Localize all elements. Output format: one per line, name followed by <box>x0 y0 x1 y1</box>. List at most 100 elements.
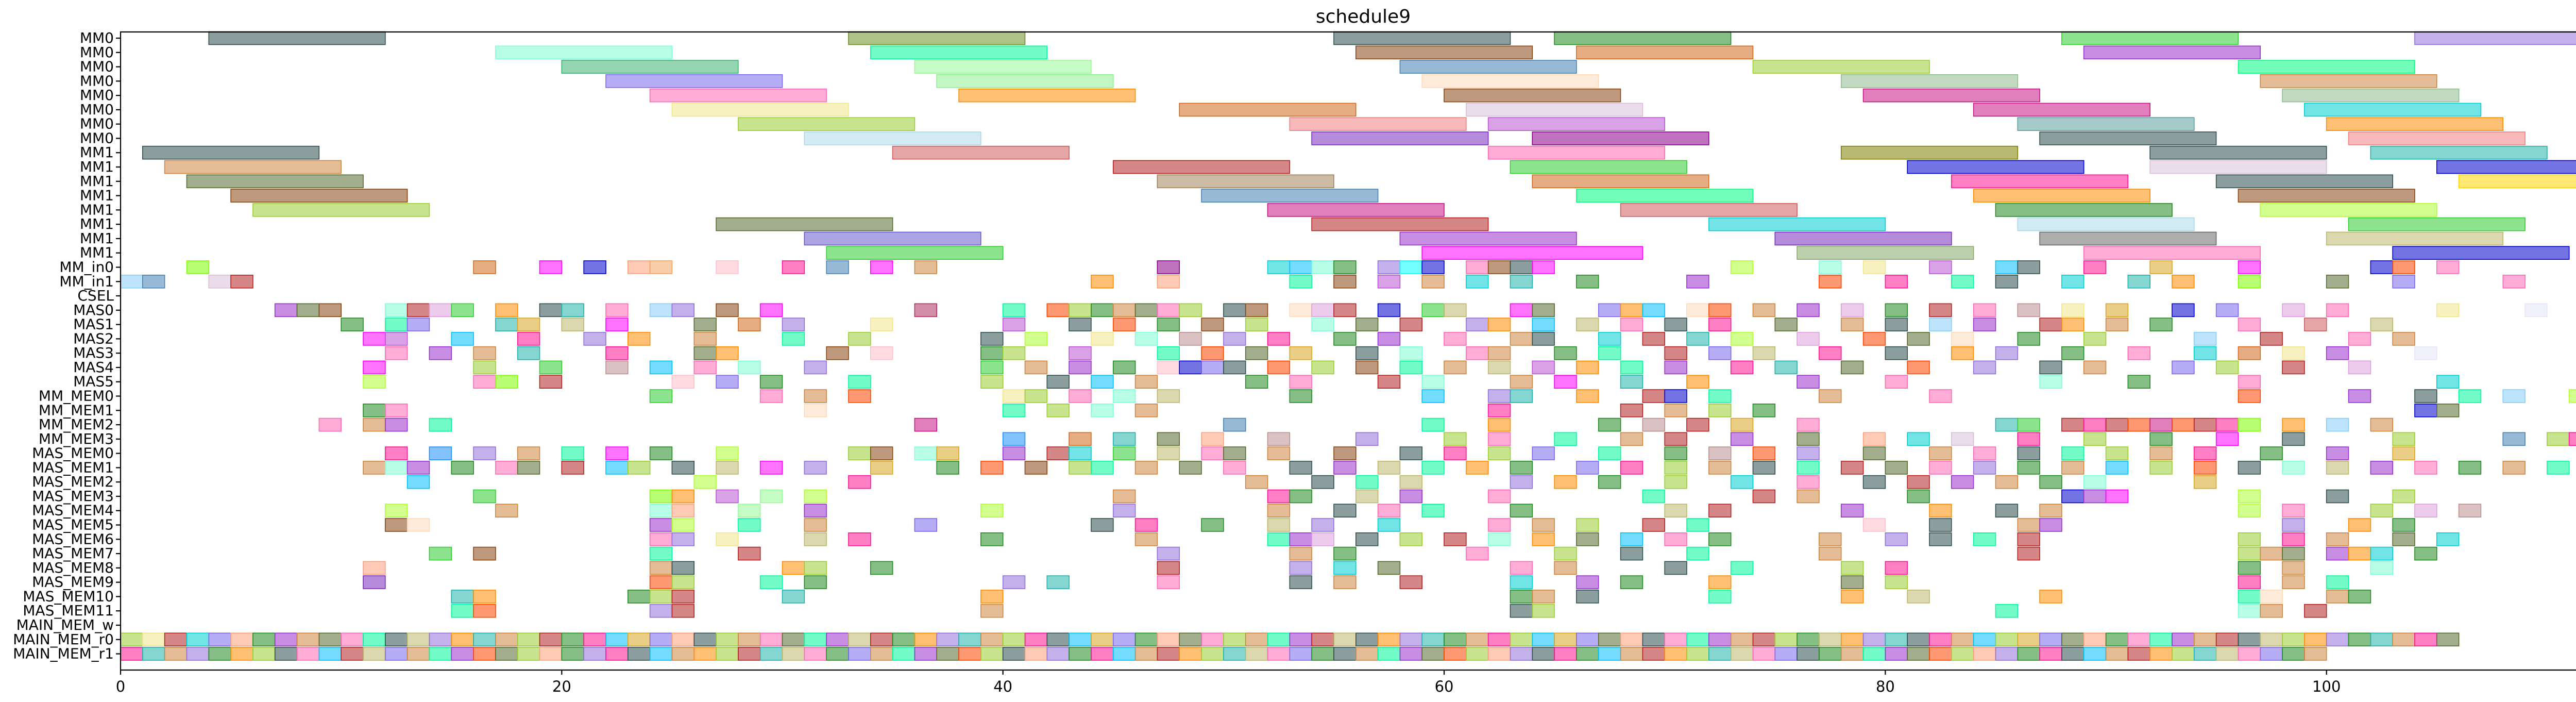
task-bar <box>318 417 342 432</box>
task-bar <box>1179 332 1202 346</box>
task-bar <box>649 532 673 546</box>
task-bar <box>1862 518 1886 532</box>
task-bar <box>914 60 1092 74</box>
task-bar <box>1951 475 1974 489</box>
task-bar <box>2282 461 2305 475</box>
task-bar <box>1885 632 1908 647</box>
task-bar <box>274 303 298 317</box>
task-bar <box>1554 346 1577 360</box>
task-bar <box>1620 375 1643 389</box>
task-bar <box>517 632 540 647</box>
task-bar <box>1885 575 1908 589</box>
task-bar <box>1134 375 1158 389</box>
y-tick-label: MM_MEM3 <box>39 430 114 447</box>
task-bar <box>1885 303 1908 317</box>
task-bar <box>495 632 518 647</box>
task-bar <box>605 74 783 88</box>
task-bar <box>2105 461 2129 475</box>
task-bar <box>671 604 695 618</box>
task-bar <box>1002 389 1026 403</box>
task-bar <box>1157 389 1180 403</box>
task-bar <box>1642 632 1665 647</box>
y-tick-label: MAS5 <box>73 373 114 390</box>
task-bar <box>1289 632 1312 647</box>
task-bar <box>2458 461 2482 475</box>
task-bar <box>1355 489 1379 504</box>
task-bar <box>1113 160 1291 174</box>
task-bar <box>2326 346 2349 360</box>
task-bar <box>406 317 430 331</box>
task-bar <box>2436 532 2460 546</box>
task-bar <box>1973 303 1996 317</box>
task-bar <box>738 360 761 375</box>
task-bar <box>2370 317 2393 331</box>
task-bar <box>2547 461 2570 475</box>
task-bar <box>2326 417 2349 432</box>
task-bar <box>473 546 496 561</box>
task-bar <box>2061 303 2084 317</box>
y-tick-label: MM0 <box>80 101 114 118</box>
task-bar <box>1355 475 1379 489</box>
task-bar <box>1797 303 1820 317</box>
task-bar <box>2348 217 2526 231</box>
task-bar <box>1179 103 1357 117</box>
task-bar <box>1554 632 1577 647</box>
task-bar <box>2061 461 2084 475</box>
task-bar <box>1267 203 1445 217</box>
task-bar <box>804 489 827 504</box>
task-bar <box>1532 332 1555 346</box>
task-bar <box>384 504 408 518</box>
task-bar <box>1487 117 1665 131</box>
task-bar <box>826 246 1004 260</box>
task-bar <box>473 346 496 360</box>
y-tick-label: MAS2 <box>73 330 114 347</box>
task-bar <box>2083 45 2261 60</box>
task-bar <box>495 461 518 475</box>
task-bar <box>1885 647 1908 661</box>
task-bar <box>2193 332 2217 346</box>
task-bar <box>1730 360 1754 375</box>
task-bar <box>2502 274 2526 289</box>
task-bar <box>1973 647 1996 661</box>
task-bar <box>2017 647 2040 661</box>
task-bar <box>1554 375 1577 389</box>
task-bar <box>605 632 629 647</box>
task-bar <box>517 332 540 346</box>
task-bar <box>1002 632 1026 647</box>
task-bar <box>2238 346 2261 360</box>
task-bar <box>2392 246 2570 260</box>
task-bar <box>186 647 210 661</box>
task-bar <box>1532 604 1555 618</box>
task-bar <box>1664 346 1687 360</box>
task-bar <box>649 590 673 604</box>
task-bar <box>1973 317 1996 331</box>
task-bar <box>363 647 386 661</box>
task-bar <box>1510 504 1533 518</box>
task-bar <box>1510 590 1533 604</box>
y-tick-label: MAS_MEM11 <box>23 602 114 619</box>
task-bar <box>1995 417 2019 432</box>
task-bar <box>1929 647 1952 661</box>
task-bar <box>1002 446 1026 460</box>
task-bar <box>1157 274 1180 289</box>
task-bar <box>1157 432 1180 446</box>
task-bar <box>583 647 606 661</box>
task-bar <box>2392 632 2415 647</box>
task-bar <box>1752 489 1776 504</box>
task-bar <box>693 647 717 661</box>
task-bar <box>429 346 452 360</box>
task-bar <box>1973 632 1996 647</box>
task-bar <box>1841 561 1864 575</box>
task-bar <box>2348 332 2371 346</box>
task-bar <box>2039 518 2062 532</box>
task-bar <box>2127 417 2150 432</box>
task-bar <box>2238 274 2261 289</box>
task-bar <box>1113 303 1136 317</box>
task-bar <box>2127 647 2150 661</box>
task-bar <box>1223 332 1246 346</box>
task-bar <box>1510 274 1533 289</box>
task-bar <box>583 332 606 346</box>
task-bar <box>473 489 496 504</box>
task-bar <box>782 647 805 661</box>
task-bar <box>1664 475 1687 489</box>
